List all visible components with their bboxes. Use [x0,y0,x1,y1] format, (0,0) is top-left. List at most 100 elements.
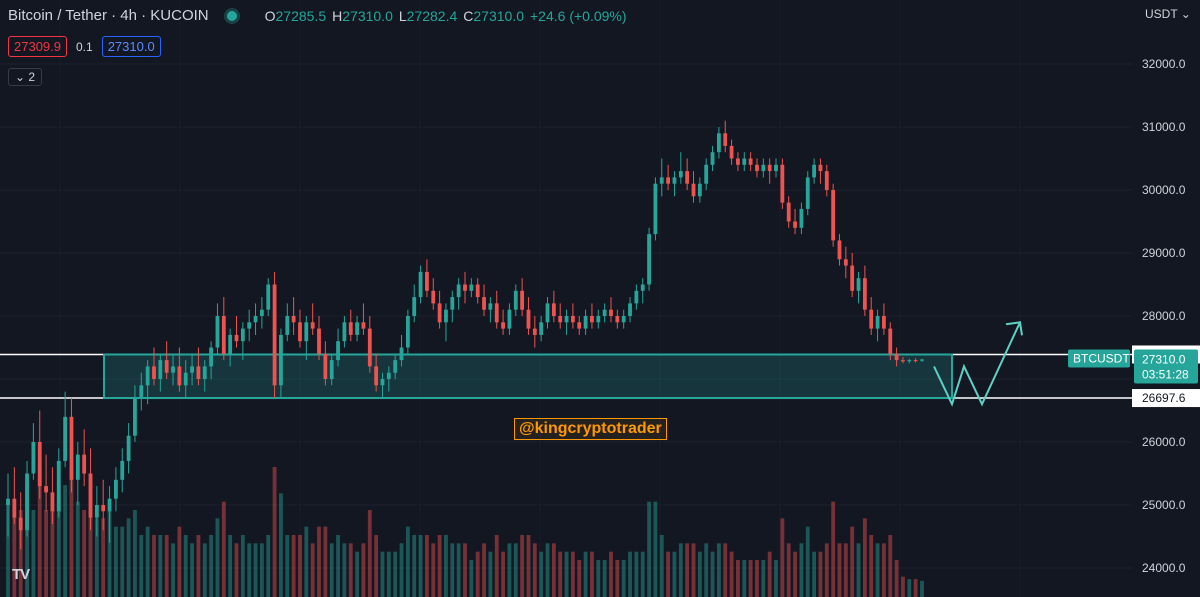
candle-85 [545,297,550,329]
candle-52 [336,328,340,367]
symbol-title[interactable]: Bitcoin / Tether · 4h · KUCOIN [8,7,209,24]
candle-43 [279,328,283,398]
candle-body-31 [202,366,207,379]
candle-67 [431,278,436,310]
candle-body-102 [653,183,658,235]
volume-bar-102 [653,501,658,597]
volume-bar-50 [323,526,328,597]
volume-bar-58 [374,535,379,597]
candle-26 [171,353,175,386]
price-tick-label: 28000.0 [1142,309,1186,323]
candle-body-53 [342,322,347,342]
volume-bar-90 [577,560,582,597]
volume-bar-3 [25,485,29,597]
candle-79 [507,303,512,335]
indicators-count: 2 [28,70,36,84]
indicators-toggle-button[interactable]: ⌄ 2 [8,68,43,86]
candle-142 [907,358,912,364]
candle-25 [164,341,169,379]
buy-button[interactable]: 27310.0 [101,36,161,57]
volume-bar-59 [380,551,385,597]
candle-body-56 [361,322,366,329]
price-tick-label: 26000.0 [1142,435,1186,449]
candle-body-1 [12,498,17,518]
grid-lines [0,63,1132,569]
support-zone[interactable] [0,353,1200,400]
projection-arrowhead-icon [1005,321,1023,336]
candle-31 [202,360,207,392]
volume-bar-13 [88,476,93,597]
price-axis-bg [1132,0,1200,597]
candle-17 [113,467,118,512]
volume-bar-111 [710,551,715,597]
volume-bar-107 [685,543,690,597]
candle-58 [374,353,379,392]
candle-body-21 [139,385,144,398]
candle-22 [145,360,150,405]
candle-body-133 [850,265,855,291]
price-tick-label: 29000.0 [1142,246,1186,260]
volume-bar-97 [621,560,626,597]
volume-bar-123 [786,543,791,597]
candle-80 [513,284,518,316]
candle-body-135 [862,278,867,310]
volume-bar-44 [285,535,290,597]
volume-bar-101 [647,501,651,597]
volume-bar-71 [456,543,461,597]
volume-bar-34 [221,501,226,597]
volume-bar-142 [907,579,912,597]
candle-73 [469,278,474,298]
candle-77 [494,290,499,329]
candle-body-78 [501,322,505,329]
currency-selector[interactable]: USDT ⌄ [1145,7,1191,21]
candle-51 [329,353,334,386]
volume-bar-84 [539,551,544,597]
volume-bar-54 [348,543,353,597]
sell-button[interactable]: 27309.9 [8,36,67,57]
candle-9 [63,391,68,468]
candle-body-44 [285,316,290,335]
candle-body-136 [869,309,874,329]
candle-16 [107,486,112,543]
volume-bar-52 [336,535,340,597]
candle-body-104 [666,177,671,184]
candle-body-33 [215,316,220,348]
candle-35 [228,328,233,367]
volume-bar-26 [171,543,175,597]
volume-bar-129 [824,543,829,597]
volume-bar-22 [145,526,150,597]
candle-66 [425,259,429,298]
volume-bar-69 [444,535,448,597]
candle-body-43 [279,334,283,386]
candle-body-45 [291,316,296,323]
candle-body-12 [82,454,87,474]
candle-body-5 [37,442,42,487]
candle-100 [640,278,645,304]
price-axis[interactable]: 32000.0 31000.0 30000.0 29000.0 28000.0 26000… [1068,0,1200,597]
price-tick-label: 32000.0 [1142,57,1186,71]
candle-132 [843,246,848,279]
watermark-label: @kingcryptotrader [514,418,667,440]
candle-4 [31,423,36,480]
volume-bar-104 [666,551,671,597]
candle-body-11 [75,454,80,480]
candle-93 [596,309,601,329]
candle-body-14 [94,505,99,518]
candle-body-10 [69,416,74,480]
candle-32 [209,341,214,379]
volume-bar-38 [247,543,252,597]
candle-body-82 [526,309,531,329]
volume-bar-45 [291,535,296,597]
candle-134 [856,271,861,304]
candle-body-80 [513,290,518,310]
candle-95 [609,297,613,323]
volume-bar-33 [215,518,220,597]
candle-body-101 [647,234,651,285]
volume-bar-57 [367,510,372,597]
candle-body-72 [463,284,467,291]
volume-bar-46 [298,535,302,597]
volume-bar-117 [748,560,753,597]
projection-path[interactable] [933,321,1023,407]
candle-55 [355,316,360,342]
